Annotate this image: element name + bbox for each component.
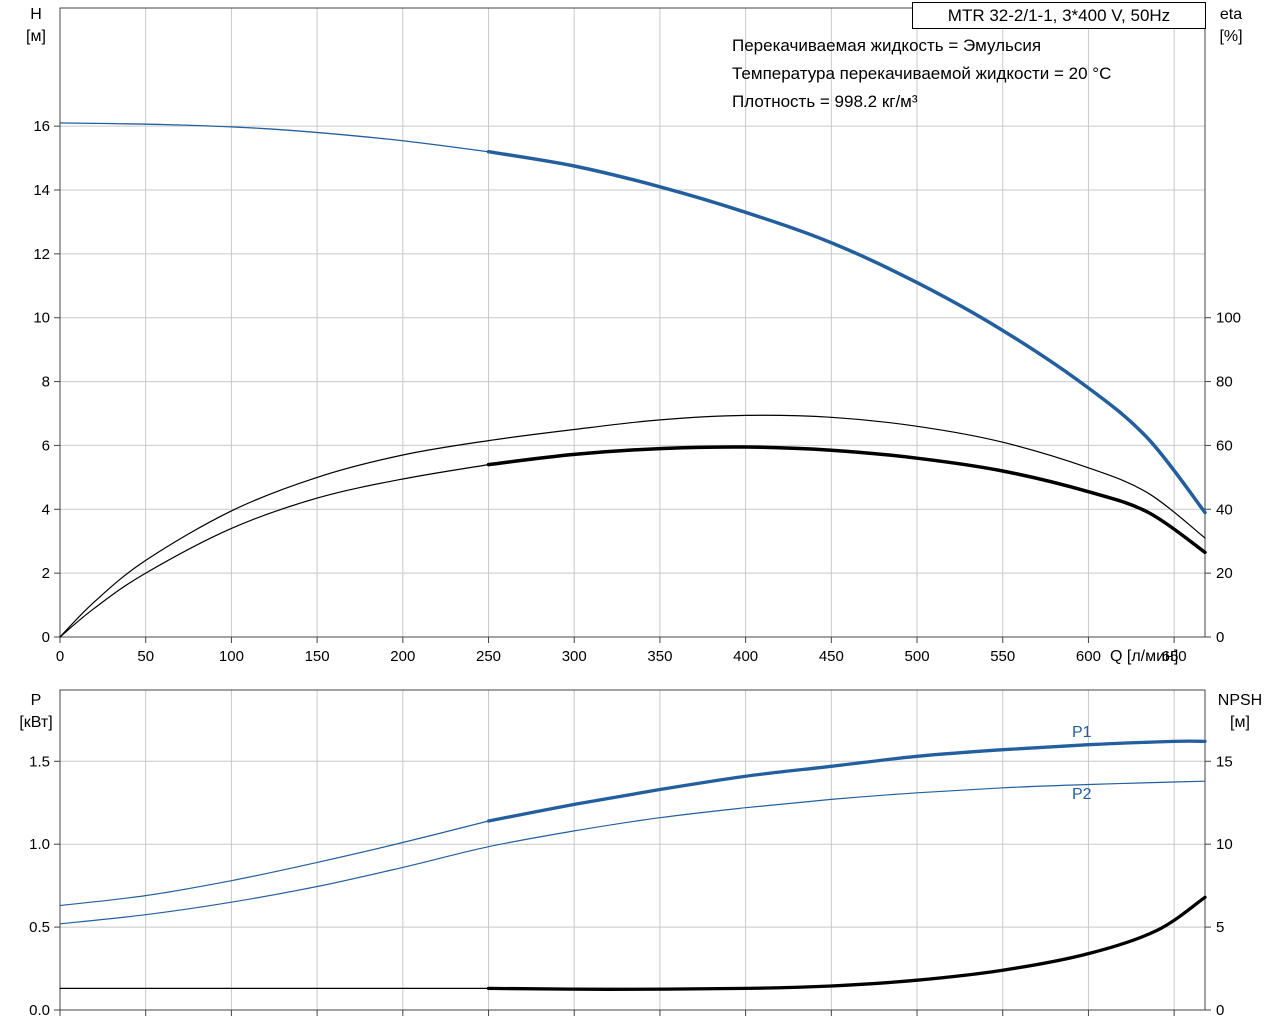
x-tick-label: 550: [990, 648, 1015, 665]
head-curve: [59, 122, 490, 153]
x-tick-label: 50: [137, 648, 154, 665]
h-axis-symbol: H: [30, 6, 42, 23]
pump-title-box: MTR 32-2/1-1, 3*400 V, 50Hz: [912, 2, 1206, 29]
y-left-tick-label: 1.0: [29, 836, 50, 853]
x-tick-label: 150: [305, 648, 330, 665]
y-right-tick-label: 40: [1216, 501, 1233, 518]
y-left-tick-label: 0.5: [29, 919, 50, 936]
y-right-tick-label: 10: [1216, 836, 1233, 853]
p1-curve-label: P1: [1072, 724, 1092, 741]
y-right-tick-label: 15: [1216, 753, 1233, 770]
p-axis-symbol: P: [30, 692, 42, 709]
head-curve: [486, 149, 1207, 515]
y-right-tick-label: 60: [1216, 437, 1233, 454]
y-left-tick-label: 4: [42, 501, 50, 518]
y-left-tick-label: 10: [33, 310, 50, 327]
efficiency-pump-curve: [59, 414, 1206, 638]
h-axis-title: H [м]: [10, 4, 62, 48]
p2-curve-label: P2: [1072, 786, 1092, 803]
annotation-fluid: Перекачиваемая жидкость = Эмульсия: [732, 36, 1042, 55]
annotation-temperature: Температура перекачиваемой жидкости = 20…: [732, 64, 1112, 83]
x-tick-label: 350: [647, 648, 672, 665]
x-tick-label: 200: [390, 648, 415, 665]
y-right-tick-label: 80: [1216, 374, 1233, 391]
y-left-tick-label: 1.5: [29, 753, 50, 770]
x-tick-label: 400: [733, 648, 758, 665]
efficiency-total-curve: [59, 464, 490, 638]
y-left-tick-label: 14: [33, 182, 50, 199]
y-left-tick-label: 6: [42, 437, 50, 454]
plot-border: [59, 689, 1206, 1011]
y-left-tick-label: 0.0: [29, 1002, 50, 1019]
y-left-tick-label: 16: [33, 118, 50, 135]
y-right-tick-label: 100: [1216, 310, 1241, 327]
x-tick-label: 100: [219, 648, 244, 665]
h-axis-unit: [м]: [26, 28, 46, 45]
x-tick-label: 600: [1076, 648, 1101, 665]
plot-border: [59, 7, 1206, 638]
y-left-tick-label: 12: [33, 246, 50, 263]
y-left-tick-label: 8: [42, 374, 50, 391]
eta-axis-title: eta [%]: [1206, 4, 1256, 48]
npsh-axis-title: NPSH [м]: [1208, 690, 1272, 734]
x-tick-label: 250: [476, 648, 501, 665]
efficiency-total-curve: [486, 445, 1207, 555]
y-right-tick-label: 0: [1216, 1002, 1224, 1019]
power-p1-curve: [59, 820, 490, 907]
x-tick-label: 300: [562, 648, 587, 665]
npsh-axis-unit: [м]: [1230, 714, 1250, 731]
power-p2-curve: [59, 780, 1206, 925]
y-right-tick-label: 5: [1216, 919, 1224, 936]
npsh-curve: [486, 895, 1207, 991]
y-left-tick-label: 2: [42, 565, 50, 582]
npsh-axis-symbol: NPSH: [1217, 692, 1263, 709]
y-right-tick-label: 0: [1216, 629, 1224, 646]
p-axis-unit: [кВт]: [19, 714, 53, 731]
fluid-annotations: Перекачиваемая жидкость = Эмульсия Темпе…: [732, 32, 1111, 116]
eta-axis-symbol: eta: [1219, 6, 1243, 23]
q-axis-label: Q [л/мин]: [1110, 648, 1179, 665]
annotation-density: Плотность = 998.2 кг/м³: [732, 92, 918, 111]
y-right-tick-label: 20: [1216, 565, 1233, 582]
x-tick-label: 650: [1162, 648, 1187, 665]
y-left-tick-label: 0: [42, 629, 50, 646]
p-axis-title: P [кВт]: [8, 690, 64, 734]
power-p1-curve: [486, 739, 1207, 823]
eta-axis-unit: [%]: [1219, 28, 1243, 45]
x-tick-label: 500: [905, 648, 930, 665]
x-tick-label: 0: [56, 648, 64, 665]
pump-title: MTR 32-2/1-1, 3*400 V, 50Hz: [947, 6, 1171, 25]
x-tick-label: 450: [819, 648, 844, 665]
